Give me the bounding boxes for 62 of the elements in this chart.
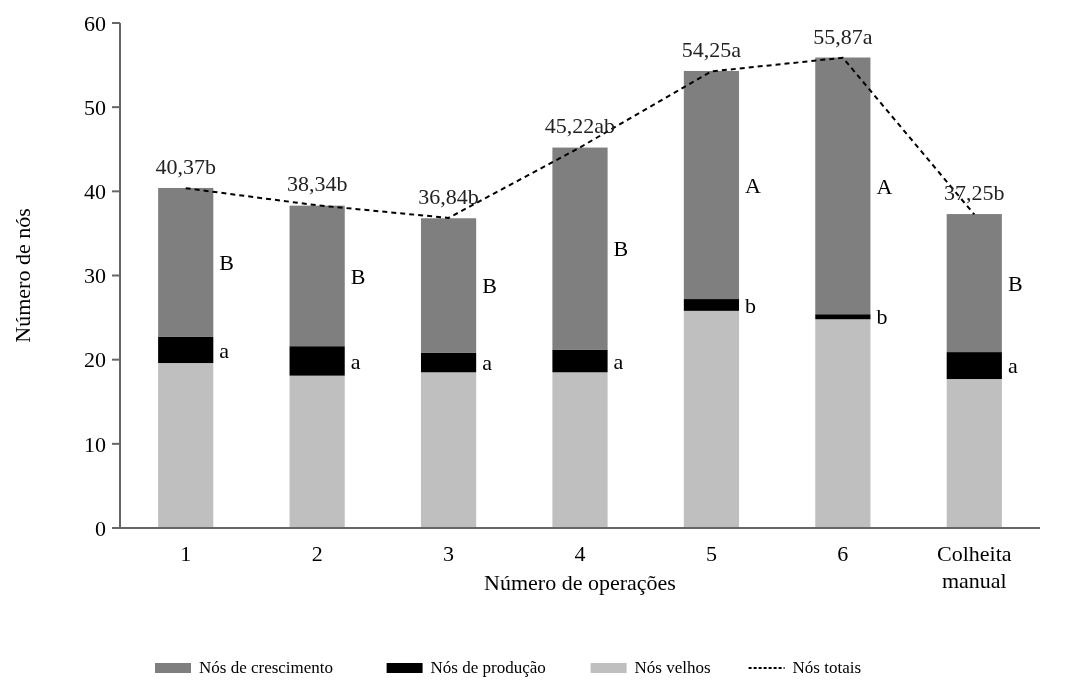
bar: [420, 218, 477, 353]
data-label: B: [1007, 270, 1023, 296]
bar: [815, 319, 871, 528]
data-label: B: [219, 250, 234, 276]
legend-label: Nós de crescimento: [199, 658, 334, 677]
bar: [289, 346, 345, 376]
bar: [552, 349, 608, 373]
data-label: 54,25a: [681, 37, 742, 63]
x-tick-label: 2: [311, 541, 323, 566]
data-label: b: [745, 292, 757, 318]
data-label: B: [482, 273, 497, 299]
data-label: a: [219, 337, 230, 363]
y-tick-label: 0: [95, 515, 106, 541]
legend-label: Nós de produção: [430, 658, 546, 677]
bar: [683, 299, 740, 311]
bar: [946, 214, 1002, 353]
data-label: a: [1007, 353, 1018, 379]
data-label: 38,34b: [286, 171, 348, 197]
data-label: a: [613, 348, 624, 374]
bar: [158, 336, 214, 364]
y-tick-label: 10: [84, 431, 106, 457]
x-tick-label: 1: [180, 541, 192, 566]
data-label: 36,84b: [418, 183, 479, 209]
x-tick-label: 4: [574, 541, 586, 566]
legend-label: Nós totais: [792, 658, 862, 677]
data-label: 45,22ab: [544, 113, 616, 139]
x-tick-label: 6: [837, 541, 849, 566]
bar: [420, 352, 477, 373]
bar: [815, 57, 871, 315]
data-label: a: [482, 350, 493, 376]
y-axis-title: Número de nós: [10, 208, 35, 343]
bar: [815, 314, 871, 320]
bar: [946, 352, 1002, 380]
bar: [683, 70, 740, 300]
bar: [420, 372, 477, 528]
y-tick-label: 40: [84, 179, 106, 205]
x-tick-label: Colheita manual: [937, 541, 1012, 593]
data-label: A: [745, 172, 762, 198]
x-tick-label: 5: [705, 541, 717, 566]
data-label: b: [876, 304, 888, 330]
legend-label: Nós velhos: [634, 658, 711, 677]
y-tick-label: 30: [84, 263, 106, 289]
x-tick-label: 3: [443, 541, 455, 566]
y-tick-label: 50: [84, 94, 106, 120]
data-label: B: [613, 236, 629, 262]
y-tick-label: 60: [84, 10, 106, 36]
bar: [552, 372, 608, 528]
data-label: 55,87a: [813, 23, 873, 49]
bar: [289, 375, 345, 528]
data-label: a: [350, 348, 361, 374]
y-tick-label: 20: [84, 347, 106, 373]
x-axis-title: Número de operações: [484, 570, 676, 595]
bar: [158, 363, 214, 528]
data-label: 40,37b: [155, 154, 216, 180]
data-label: 37,25b: [944, 180, 1005, 206]
bar: [158, 187, 214, 337]
bar: [683, 310, 740, 528]
data-label: B: [350, 263, 366, 289]
bar: [552, 147, 608, 350]
bar: [289, 205, 345, 347]
bar: [946, 379, 1002, 528]
data-label: A: [876, 173, 893, 199]
